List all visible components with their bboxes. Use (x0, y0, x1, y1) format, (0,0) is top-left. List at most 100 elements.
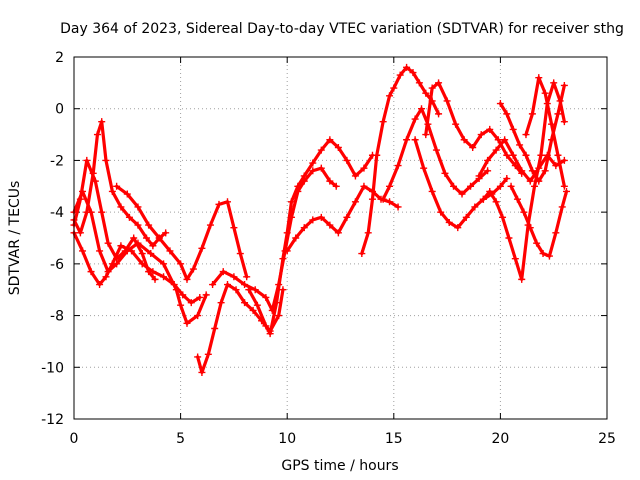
data-point-marker (96, 281, 104, 289)
data-point-marker (198, 368, 206, 376)
data-point-marker (334, 144, 342, 151)
series-layer (70, 63, 570, 376)
series-trace-18 (522, 74, 568, 190)
series-line (481, 81, 566, 281)
data-point-marker (541, 89, 549, 97)
data-point-marker (531, 182, 539, 190)
data-point-marker (262, 293, 270, 301)
data-point-marker (187, 299, 195, 307)
data-point-marker (528, 110, 536, 118)
data-point-marker (326, 221, 334, 229)
data-point-marker (394, 203, 402, 211)
data-point-marker (471, 203, 479, 211)
data-point-marker (224, 198, 232, 206)
data-point-marker (462, 213, 470, 221)
data-point-marker (432, 146, 440, 154)
data-point-marker (403, 136, 411, 144)
x-axis-title: GPS time / hours (281, 458, 398, 474)
data-point-marker (422, 89, 430, 97)
data-point-marker (552, 162, 560, 170)
data-point-marker (522, 131, 530, 139)
data-point-marker (503, 110, 511, 118)
data-point-marker (441, 169, 449, 177)
data-point-marker (458, 190, 466, 198)
data-point-marker (479, 195, 487, 203)
data-point-marker (526, 177, 534, 185)
data-point-marker (351, 198, 359, 206)
data-point-marker (279, 255, 287, 263)
data-point-marker (134, 239, 142, 247)
data-point-marker (360, 164, 368, 172)
data-point-marker (224, 281, 232, 289)
data-point-marker (554, 110, 562, 118)
x-tick-label: 20 (491, 431, 509, 447)
x-tick-labels: 0 5 10 15 20 25 (70, 431, 616, 447)
data-point-marker (138, 250, 146, 258)
data-point-marker (130, 234, 138, 242)
data-point-marker (560, 156, 568, 164)
data-point-marker (151, 275, 159, 283)
data-point-marker (125, 213, 133, 221)
data-point-marker (253, 301, 261, 309)
series-line (360, 65, 441, 256)
data-point-marker (334, 229, 342, 237)
data-point-marker (230, 224, 238, 232)
data-point-marker (499, 213, 507, 221)
data-point-marker (166, 247, 174, 255)
data-point-marker (275, 312, 283, 320)
series-trace-5 (113, 182, 251, 283)
data-point-marker (236, 250, 244, 258)
data-point-marker (552, 229, 560, 237)
data-point-marker (486, 187, 494, 195)
data-point-marker (469, 144, 477, 151)
x-tick-label: 5 (176, 431, 185, 447)
data-point-marker (102, 156, 110, 164)
data-point-marker (83, 156, 91, 164)
data-point-marker (87, 208, 95, 216)
data-point-marker (550, 79, 558, 87)
data-point-marker (179, 291, 187, 299)
data-point-marker (435, 110, 443, 118)
data-point-marker (326, 136, 334, 144)
data-point-marker (292, 234, 300, 242)
data-point-marker (300, 224, 308, 232)
series-trace-11 (379, 105, 492, 203)
series-trace-12 (411, 136, 511, 232)
data-point-marker (394, 162, 402, 170)
data-point-marker (560, 81, 568, 89)
x-tick-label: 15 (385, 431, 403, 447)
data-point-marker (93, 131, 101, 139)
data-point-marker (249, 306, 257, 314)
data-point-marker (428, 187, 436, 195)
data-point-marker (177, 301, 185, 309)
data-point-marker (368, 195, 376, 203)
data-point-marker (170, 281, 178, 289)
data-point-marker (560, 182, 568, 190)
data-point-marker (283, 247, 291, 255)
data-point-marker (445, 218, 453, 226)
y-tick-label: -4 (50, 205, 64, 221)
data-point-marker (516, 141, 524, 149)
y-tick-label: 2 (55, 50, 64, 66)
data-point-marker (87, 268, 95, 276)
data-point-marker (467, 182, 475, 190)
data-point-marker (420, 164, 428, 172)
chart-title: Day 364 of 2023, Sidereal Day-to-day VTE… (60, 21, 624, 37)
data-point-marker (503, 175, 511, 183)
data-point-marker (494, 136, 502, 144)
data-point-marker (326, 177, 334, 185)
data-point-marker (251, 286, 259, 294)
data-point-marker (386, 182, 394, 190)
data-point-marker (411, 136, 419, 144)
data-point-marker (351, 172, 359, 180)
data-point-marker (509, 125, 517, 133)
data-point-marker (294, 182, 302, 190)
data-point-marker (134, 203, 142, 211)
data-point-marker (507, 182, 515, 190)
data-point-marker (317, 146, 325, 154)
series-trace-7 (209, 164, 340, 314)
data-point-marker (117, 242, 125, 250)
y-tick-label: -6 (50, 257, 64, 273)
series-trace-8 (245, 136, 376, 338)
